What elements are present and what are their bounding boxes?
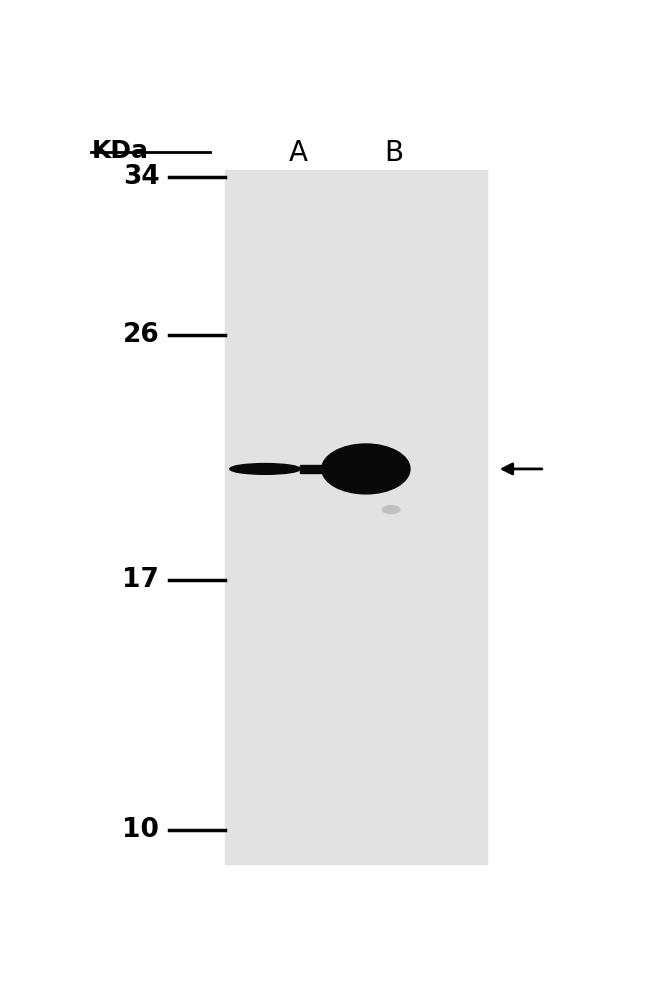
Text: 34: 34	[123, 165, 159, 190]
Text: 17: 17	[122, 567, 159, 593]
Ellipse shape	[322, 444, 410, 494]
Ellipse shape	[230, 464, 300, 475]
Text: B: B	[384, 139, 403, 166]
Text: A: A	[289, 139, 307, 166]
Ellipse shape	[382, 505, 400, 513]
Text: 26: 26	[123, 322, 159, 348]
Bar	[225, 169, 487, 864]
Bar	[300, 465, 320, 473]
Text: 10: 10	[122, 817, 159, 842]
Text: KDa: KDa	[91, 139, 148, 163]
